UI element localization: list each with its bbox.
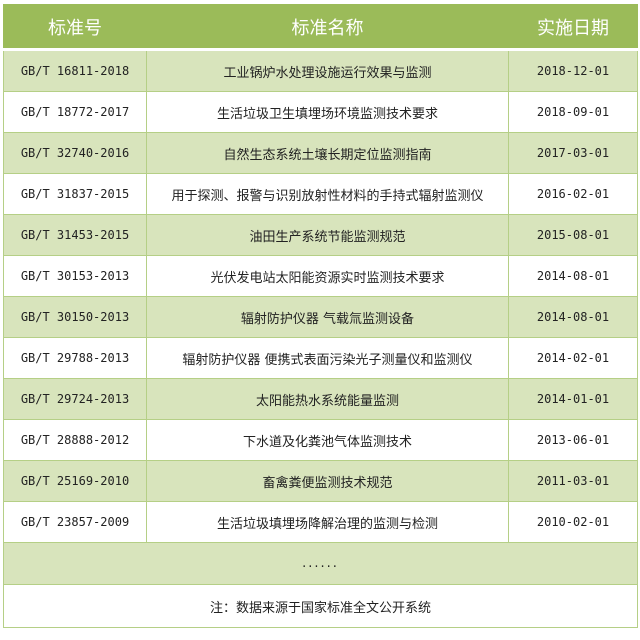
cell-date: 2014-08-01 [508, 255, 638, 297]
standards-table: 标准号 标准名称 实施日期 GB/T 16811-2018 工业锅炉水处理设施运行… [3, 4, 638, 628]
cell-date: 2018-12-01 [508, 49, 638, 92]
cell-date: 2013-06-01 [508, 419, 638, 461]
ellipsis-row: ...... [3, 542, 638, 585]
cell-name: 太阳能热水系统能量监测 [146, 378, 509, 420]
cell-code: GB/T 30150-2013 [3, 296, 147, 338]
header-name: 标准名称 [146, 4, 509, 51]
table-row: GB/T 29788-2013 辐射防护仪器 便携式表面污染光子测量仪和监测仪 20… [3, 337, 638, 379]
cell-code: GB/T 30153-2013 [3, 255, 147, 297]
cell-code: GB/T 32740-2016 [3, 132, 147, 174]
source-note: 注：数据来源于国家标准全文公开系统 [3, 584, 638, 628]
cell-name: 下水道及化粪池气体监测技术 [146, 419, 509, 461]
ellipsis: ...... [3, 542, 638, 585]
cell-date: 2018-09-01 [508, 91, 638, 133]
cell-date: 2014-02-01 [508, 337, 638, 379]
cell-code: GB/T 16811-2018 [3, 49, 147, 92]
table-row: GB/T 31453-2015 油田生产系统节能监测规范 2015-08-01 [3, 214, 638, 256]
cell-code: GB/T 29724-2013 [3, 378, 147, 420]
table-row: GB/T 16811-2018 工业锅炉水处理设施运行效果与监测 2018-12-0… [3, 49, 638, 92]
table-row: GB/T 23857-2009 生活垃圾填埋场降解治理的监测与检测 2010-02-… [3, 501, 638, 543]
cell-code: GB/T 31837-2015 [3, 173, 147, 215]
cell-date: 2017-03-01 [508, 132, 638, 174]
header-code: 标准号 [3, 4, 147, 51]
cell-code: GB/T 23857-2009 [3, 501, 147, 543]
table-row: GB/T 18772-2017 生活垃圾卫生填埋场环境监测技术要求 2018-09-… [3, 91, 638, 133]
cell-name: 工业锅炉水处理设施运行效果与监测 [146, 49, 509, 92]
cell-code: GB/T 29788-2013 [3, 337, 147, 379]
header-row: 标准号 标准名称 实施日期 [3, 4, 638, 51]
cell-name: 油田生产系统节能监测规范 [146, 214, 509, 256]
cell-date: 2011-03-01 [508, 460, 638, 502]
table-row: GB/T 29724-2013 太阳能热水系统能量监测 2014-01-01 [3, 378, 638, 420]
header-date: 实施日期 [508, 4, 638, 51]
cell-name: 自然生态系统土壤长期定位监测指南 [146, 132, 509, 174]
table-row: GB/T 30150-2013 辐射防护仪器 气载氚监测设备 2014-08-01 [3, 296, 638, 338]
table-row: GB/T 28888-2012 下水道及化粪池气体监测技术 2013-06-01 [3, 419, 638, 461]
cell-code: GB/T 28888-2012 [3, 419, 147, 461]
cell-name: 用于探测、报警与识别放射性材料的手持式辐射监测仪 [146, 173, 509, 215]
cell-date: 2015-08-01 [508, 214, 638, 256]
cell-name: 生活垃圾卫生填埋场环境监测技术要求 [146, 91, 509, 133]
cell-code: GB/T 18772-2017 [3, 91, 147, 133]
cell-code: GB/T 31453-2015 [3, 214, 147, 256]
cell-date: 2014-08-01 [508, 296, 638, 338]
table-row: GB/T 31837-2015 用于探测、报警与识别放射性材料的手持式辐射监测仪 2… [3, 173, 638, 215]
note-row: 注：数据来源于国家标准全文公开系统 [3, 584, 638, 628]
table-row: GB/T 25169-2010 畜禽粪便监测技术规范 2011-03-01 [3, 460, 638, 502]
cell-date: 2010-02-01 [508, 501, 638, 543]
cell-name: 畜禽粪便监测技术规范 [146, 460, 509, 502]
cell-date: 2016-02-01 [508, 173, 638, 215]
cell-date: 2014-01-01 [508, 378, 638, 420]
cell-name: 光伏发电站太阳能资源实时监测技术要求 [146, 255, 509, 297]
cell-name: 生活垃圾填埋场降解治理的监测与检测 [146, 501, 509, 543]
cell-name: 辐射防护仪器 气载氚监测设备 [146, 296, 509, 338]
cell-name: 辐射防护仪器 便携式表面污染光子测量仪和监测仪 [146, 337, 509, 379]
table-row: GB/T 30153-2013 光伏发电站太阳能资源实时监测技术要求 2014-08… [3, 255, 638, 297]
table-row: GB/T 32740-2016 自然生态系统土壤长期定位监测指南 2017-03-0… [3, 132, 638, 174]
cell-code: GB/T 25169-2010 [3, 460, 147, 502]
